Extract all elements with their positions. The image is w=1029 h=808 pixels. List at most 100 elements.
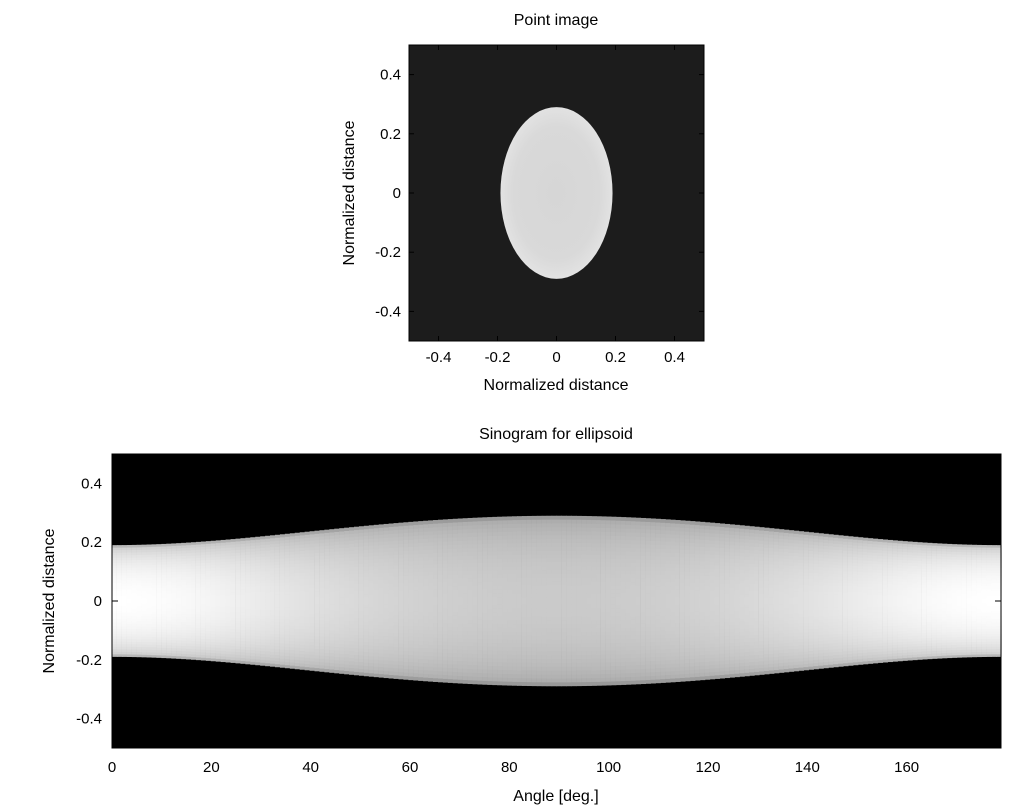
- sinogram-title: Sinogram for ellipsoid: [479, 426, 633, 443]
- sinogram-band: [116, 598, 123, 604]
- sinogram-band: [358, 597, 365, 605]
- sinogram-band: [808, 597, 814, 605]
- sinogram-band: [186, 598, 192, 604]
- sinogram-band: [329, 597, 335, 605]
- sinogram-band: [788, 597, 795, 605]
- sinogram-x-tick-label: 100: [596, 759, 621, 776]
- sinogram-band: [991, 598, 997, 604]
- point-image-ellipse: [500, 107, 613, 279]
- sinogram-band: [447, 597, 454, 605]
- point-image-y-tick-label: 0.2: [380, 126, 401, 143]
- sinogram-band: [813, 597, 819, 605]
- sinogram-band: [467, 597, 474, 605]
- sinogram-band: [561, 597, 567, 605]
- sinogram-y-ticks: 0.4 0.2 0 -0.2 -0.4: [76, 475, 1001, 728]
- sinogram-band: [349, 597, 355, 605]
- sinogram-band: [931, 598, 938, 604]
- sinogram-band: [670, 597, 676, 605]
- sinogram-band: [660, 597, 666, 605]
- sinogram-band: [457, 597, 464, 605]
- sinogram-band: [151, 598, 158, 604]
- sinogram-band: [181, 598, 187, 604]
- sinogram-band: [610, 597, 617, 605]
- sinogram-y-label: Normalized distance: [41, 528, 58, 673]
- sinogram-band: [586, 597, 592, 605]
- sinogram-band: [665, 597, 671, 605]
- sinogram-band: [566, 597, 572, 605]
- point-image-x-tick-label: 0: [552, 349, 560, 366]
- sinogram-band: [215, 598, 222, 604]
- sinogram-band: [383, 597, 390, 605]
- sinogram-x-tick-label: 40: [302, 759, 319, 776]
- sinogram-band: [265, 598, 271, 604]
- sinogram-band: [857, 598, 864, 604]
- sinogram-band: [373, 597, 380, 605]
- point-image-y-tick-label: 0.4: [380, 67, 401, 84]
- sinogram-band: [872, 598, 879, 604]
- sinogram-band: [684, 597, 691, 605]
- sinogram-band: [833, 597, 839, 605]
- sinogram-band: [452, 597, 459, 605]
- sinogram-band: [497, 597, 503, 605]
- sinogram-band: [620, 597, 627, 605]
- sinogram-band: [749, 597, 755, 605]
- sinogram-band: [388, 597, 395, 605]
- sinogram-band: [126, 598, 133, 604]
- sinogram-band: [270, 598, 276, 604]
- point-image-x-tick-label: 0.4: [664, 349, 685, 366]
- sinogram-band: [418, 597, 424, 605]
- sinogram-band: [961, 598, 968, 604]
- sinogram-band: [591, 597, 597, 605]
- sinogram-x-tick-label: 0: [108, 759, 116, 776]
- sinogram-band: [773, 597, 780, 605]
- sinogram-band: [714, 597, 721, 605]
- sinogram-band: [556, 597, 563, 605]
- sinogram-band: [635, 597, 642, 605]
- sinogram-band: [842, 598, 849, 604]
- sinogram-band: [176, 598, 182, 604]
- sinogram-band: [309, 597, 316, 605]
- sinogram-band: [205, 598, 212, 604]
- sinogram-band: [225, 598, 232, 604]
- sinogram-band: [571, 597, 577, 605]
- sinogram-band: [378, 597, 385, 605]
- point-image-y-tick-label: -0.4: [375, 303, 401, 320]
- sinogram-plot: Sinogram for ellipsoid 0 20 40 60 80 100 120 14…: [41, 426, 1002, 805]
- sinogram-band: [818, 597, 824, 605]
- sinogram-band: [882, 598, 889, 604]
- sinogram-band: [413, 597, 419, 605]
- sinogram-band: [852, 598, 859, 604]
- sinogram-y-tick-label: -0.4: [76, 711, 102, 728]
- sinogram-band: [724, 597, 730, 605]
- sinogram-band: [220, 598, 227, 604]
- sinogram-band: [921, 598, 928, 604]
- sinogram-band: [324, 597, 330, 605]
- sinogram-band: [596, 597, 602, 605]
- sinogram-band: [492, 597, 498, 605]
- sinogram-band: [141, 598, 148, 604]
- sinogram-band: [274, 597, 281, 605]
- sinogram-band: [334, 597, 340, 605]
- sinogram-band: [314, 597, 321, 605]
- sinogram-band: [783, 597, 790, 605]
- point-image-x-tick-label: -0.2: [485, 349, 511, 366]
- sinogram-band: [279, 597, 286, 605]
- sinogram-band: [768, 597, 775, 605]
- sinogram-band: [645, 597, 651, 605]
- sinogram-band: [986, 598, 992, 604]
- sinogram-band: [398, 597, 404, 605]
- sinogram-band: [847, 598, 854, 604]
- sinogram-band: [907, 598, 913, 604]
- sinogram-band: [260, 598, 266, 604]
- sinogram-band: [191, 598, 197, 604]
- point-image-plot: Point image -0.4 -0.2 0 0.2 0.4 0.40.20-0.2-…: [341, 12, 705, 394]
- sinogram-band: [704, 597, 711, 605]
- sinogram-band: [344, 597, 350, 605]
- sinogram-band: [956, 598, 963, 604]
- sinogram-band: [739, 597, 745, 605]
- sinogram-band: [339, 597, 345, 605]
- sinogram-x-tick-label: 80: [501, 759, 518, 776]
- sinogram-band: [393, 597, 400, 605]
- sinogram-band: [156, 598, 162, 604]
- sinogram-band: [536, 597, 543, 605]
